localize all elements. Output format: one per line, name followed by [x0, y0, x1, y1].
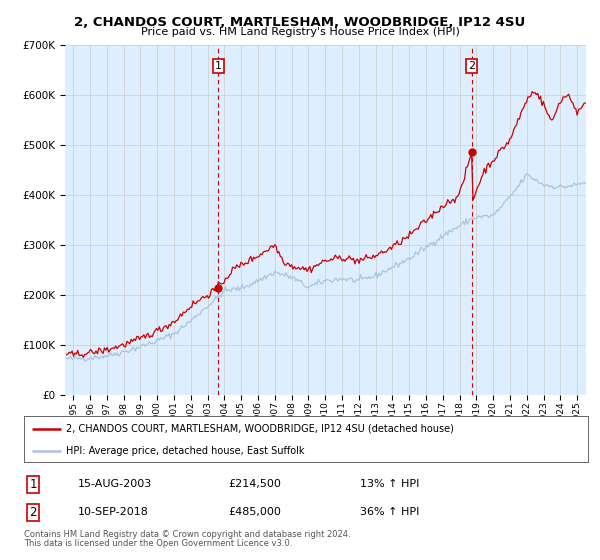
Text: 2, CHANDOS COURT, MARTLESHAM, WOODBRIDGE, IP12 4SU: 2, CHANDOS COURT, MARTLESHAM, WOODBRIDGE…: [74, 16, 526, 29]
Text: 10-SEP-2018: 10-SEP-2018: [78, 507, 149, 517]
Text: HPI: Average price, detached house, East Suffolk: HPI: Average price, detached house, East…: [66, 446, 305, 455]
Text: This data is licensed under the Open Government Licence v3.0.: This data is licensed under the Open Gov…: [24, 539, 292, 548]
Text: Price paid vs. HM Land Registry's House Price Index (HPI): Price paid vs. HM Land Registry's House …: [140, 27, 460, 37]
Text: 2: 2: [29, 506, 37, 519]
Text: £214,500: £214,500: [228, 479, 281, 489]
Text: 15-AUG-2003: 15-AUG-2003: [78, 479, 152, 489]
Text: £485,000: £485,000: [228, 507, 281, 517]
Text: 2, CHANDOS COURT, MARTLESHAM, WOODBRIDGE, IP12 4SU (detached house): 2, CHANDOS COURT, MARTLESHAM, WOODBRIDGE…: [66, 424, 454, 434]
Text: Contains HM Land Registry data © Crown copyright and database right 2024.: Contains HM Land Registry data © Crown c…: [24, 530, 350, 539]
Text: 36% ↑ HPI: 36% ↑ HPI: [360, 507, 419, 517]
Text: 1: 1: [215, 60, 221, 71]
Text: 1: 1: [29, 478, 37, 491]
Text: 2: 2: [468, 60, 475, 71]
Text: 13% ↑ HPI: 13% ↑ HPI: [360, 479, 419, 489]
